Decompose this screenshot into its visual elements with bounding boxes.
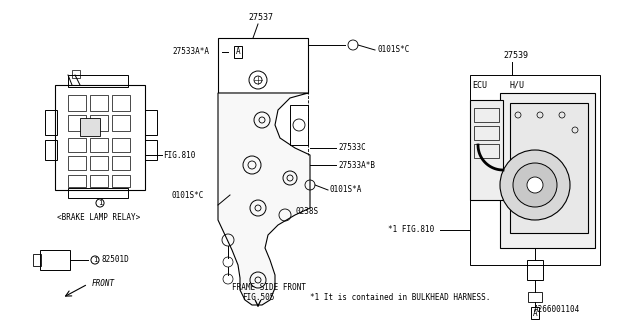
- Text: *1 FIG.810: *1 FIG.810: [388, 226, 435, 235]
- Text: 0238S: 0238S: [295, 207, 318, 217]
- Bar: [145, 110, 157, 135]
- Bar: [470, 100, 503, 200]
- Bar: [90, 156, 108, 170]
- Text: 1: 1: [98, 200, 102, 206]
- Text: FRONT: FRONT: [92, 278, 115, 287]
- Bar: [68, 95, 86, 111]
- Text: A: A: [532, 308, 538, 317]
- Bar: [90, 115, 108, 131]
- Circle shape: [527, 177, 543, 193]
- Bar: [528, 292, 542, 302]
- Text: FRAME SIDE FRONT: FRAME SIDE FRONT: [232, 284, 306, 292]
- Bar: [527, 260, 543, 280]
- Bar: [112, 175, 130, 187]
- Bar: [45, 110, 57, 135]
- Bar: [68, 115, 86, 131]
- Bar: [90, 95, 108, 111]
- Text: 27533A*A: 27533A*A: [172, 47, 209, 57]
- Text: FIG.810: FIG.810: [163, 150, 195, 159]
- Bar: [510, 103, 588, 233]
- Bar: [474, 126, 499, 140]
- Bar: [290, 105, 308, 145]
- Bar: [68, 188, 128, 198]
- Circle shape: [500, 150, 570, 220]
- Bar: [90, 175, 108, 187]
- Bar: [40, 250, 70, 270]
- Bar: [33, 254, 41, 266]
- Bar: [68, 175, 86, 187]
- Bar: [474, 144, 499, 158]
- Text: 27539: 27539: [503, 51, 528, 60]
- Bar: [90, 138, 108, 152]
- Circle shape: [513, 163, 557, 207]
- Text: 1: 1: [93, 257, 97, 263]
- Text: H/U: H/U: [510, 81, 525, 90]
- Bar: [112, 156, 130, 170]
- Bar: [72, 70, 80, 78]
- Text: A266001104: A266001104: [534, 306, 580, 315]
- Text: <BRAKE LAMP RELAY>: <BRAKE LAMP RELAY>: [57, 213, 140, 222]
- Text: 27533A*B: 27533A*B: [338, 161, 375, 170]
- Bar: [145, 140, 157, 160]
- Text: 0101S*C: 0101S*C: [377, 45, 410, 54]
- Bar: [68, 75, 128, 87]
- Bar: [218, 38, 308, 93]
- Bar: [112, 95, 130, 111]
- Bar: [112, 115, 130, 131]
- Text: ECU: ECU: [472, 81, 487, 90]
- Text: 82501D: 82501D: [101, 255, 129, 265]
- Text: *1 It is contained in BULKHEAD HARNESS.: *1 It is contained in BULKHEAD HARNESS.: [310, 293, 490, 302]
- Polygon shape: [218, 93, 310, 305]
- Bar: [68, 156, 86, 170]
- Bar: [112, 138, 130, 152]
- Text: A: A: [236, 47, 240, 57]
- Bar: [45, 140, 57, 160]
- Text: 27537: 27537: [248, 13, 273, 22]
- Bar: [55, 85, 145, 190]
- Text: FIG.505: FIG.505: [242, 293, 275, 302]
- Text: 0101S*A: 0101S*A: [330, 186, 362, 195]
- Bar: [470, 75, 600, 265]
- Bar: [80, 118, 100, 136]
- Text: 0101S*C: 0101S*C: [172, 190, 204, 199]
- Bar: [500, 93, 595, 248]
- Bar: [474, 108, 499, 122]
- Bar: [68, 138, 86, 152]
- Text: 27533C: 27533C: [338, 143, 365, 153]
